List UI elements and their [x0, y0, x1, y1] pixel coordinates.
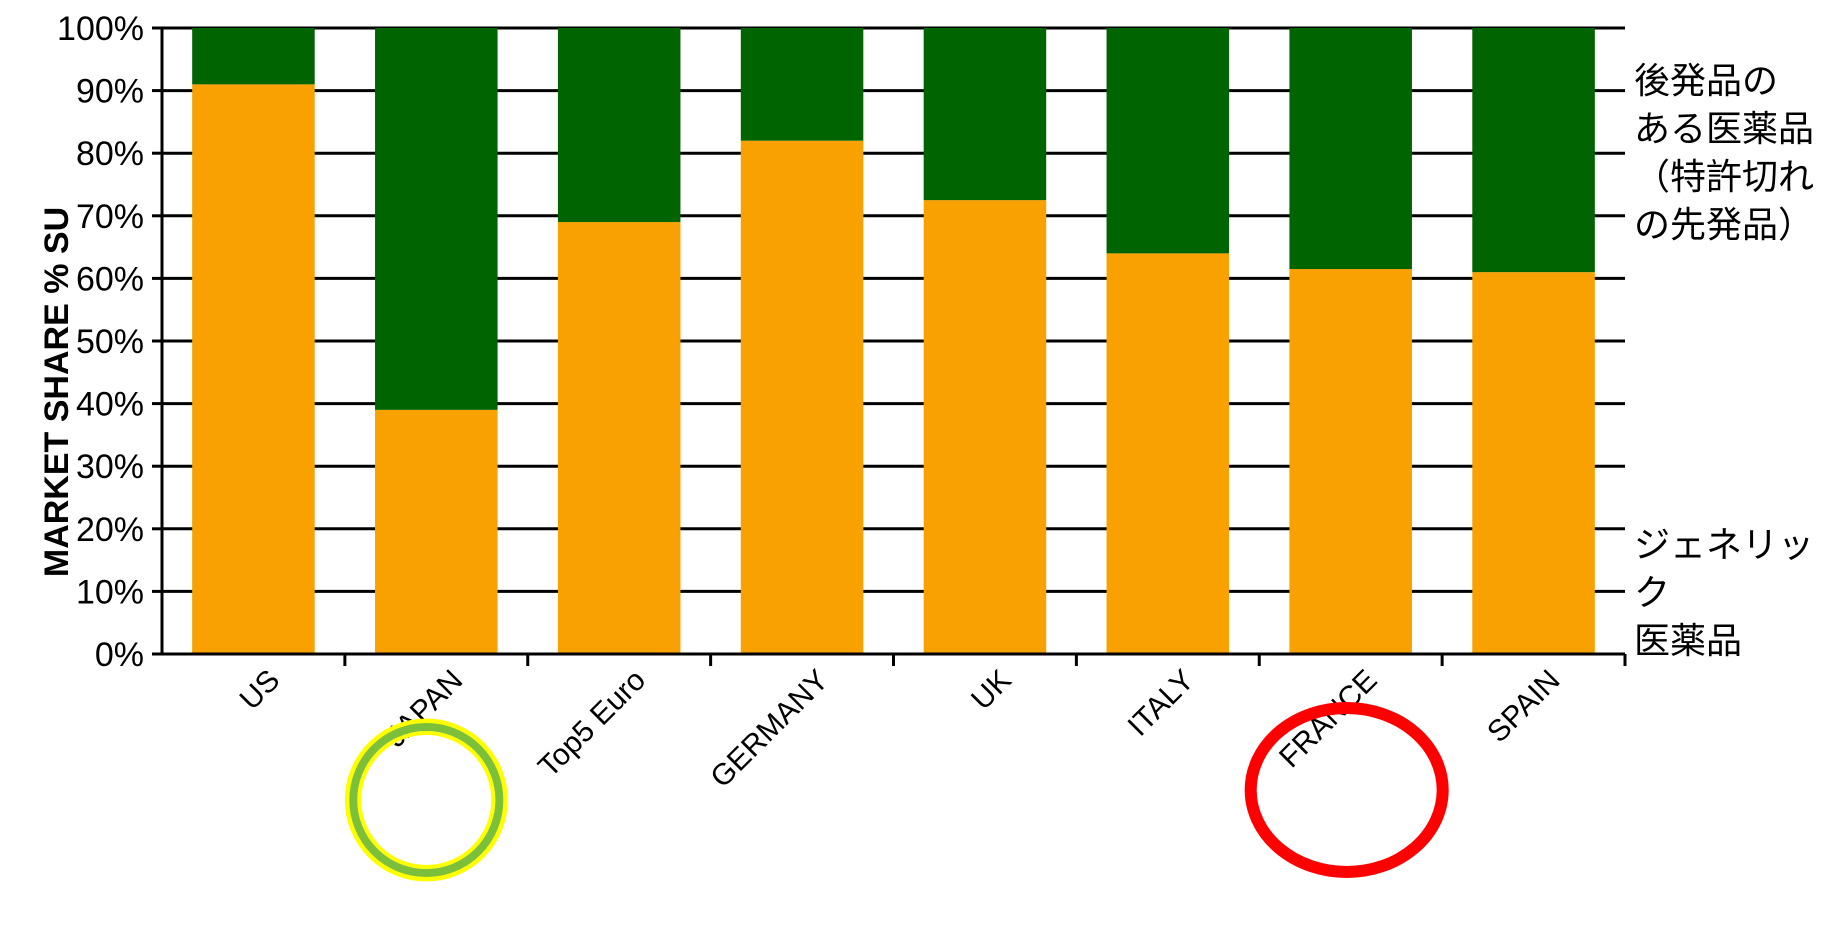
x-tick-label: Top5 Euro: [532, 664, 652, 784]
y-axis-label: MARKET SHARE % SU: [38, 207, 76, 577]
bar-brand-spain: [1472, 28, 1595, 273]
axes: [152, 26, 1627, 666]
y-tick-label: 30%: [76, 448, 144, 486]
bar-generic-japan: [375, 409, 498, 654]
bars: [192, 28, 1595, 655]
legend-label-generic: ジェネリック 医薬品: [1634, 525, 1815, 662]
y-tick-label: 50%: [76, 323, 144, 361]
bar-brand-us: [192, 28, 315, 85]
x-tick-label: GERMANY: [704, 664, 835, 795]
y-tick-label: 80%: [76, 135, 144, 173]
bar-generic-top5-euro: [557, 222, 681, 654]
annotation-circle-inner: [357, 731, 496, 869]
annotation-ellipse-france: [1244, 702, 1449, 878]
bar-brand-uk: [923, 28, 1047, 201]
annotation-circle-japan: [349, 723, 504, 877]
y-tick-label: 10%: [76, 573, 144, 611]
bar-brand-germany: [740, 28, 864, 141]
y-tick-label: 40%: [76, 386, 144, 424]
y-tick-label: 0%: [95, 636, 144, 674]
y-tick-label: 20%: [76, 511, 144, 549]
bar-generic-italy: [1106, 253, 1230, 655]
bar-generic-us: [192, 84, 315, 655]
x-tick-label: US: [234, 664, 287, 717]
bar-generic-germany: [740, 140, 864, 654]
bar-brand-italy: [1106, 28, 1230, 254]
x-tick-label: ITALY: [1122, 664, 1201, 743]
y-tick-label: 70%: [76, 198, 144, 236]
x-tick-label: SPAIN: [1481, 664, 1566, 749]
y-tick-label: 100%: [57, 10, 144, 48]
y-tick-label: 90%: [76, 73, 144, 111]
bar-generic-france: [1289, 269, 1412, 654]
bar-brand-top5-euro: [557, 28, 681, 223]
y-tick-label: 60%: [76, 260, 144, 298]
bar-brand-japan: [375, 28, 498, 410]
x-tick-label: UK: [965, 664, 1018, 717]
bar-generic-spain: [1472, 272, 1595, 654]
bar-generic-uk: [923, 200, 1047, 654]
annotation-circle-outer: [344, 718, 508, 882]
y-tick-labels: 0% 10% 20% 30% 40% 50% 60% 70% 80% 90% 100%: [57, 10, 144, 674]
annotations: [344, 702, 1449, 882]
legend-label-brand: 後発品の ある医薬品 （特許切れ の先発品）: [1634, 61, 1815, 246]
bar-brand-france: [1289, 28, 1412, 270]
